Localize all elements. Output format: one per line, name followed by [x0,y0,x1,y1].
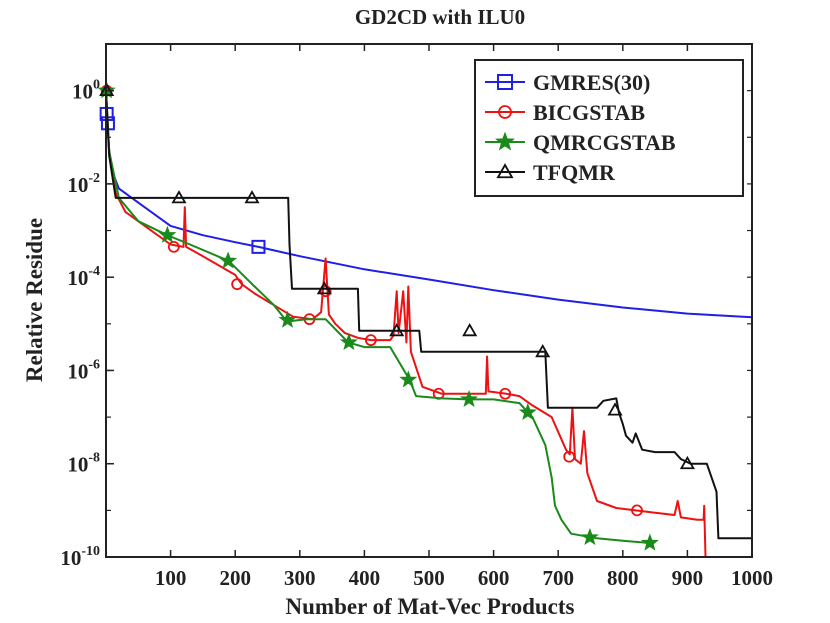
legend-label: BICGSTAB [533,100,645,125]
legend-item: BICGSTAB [485,100,645,125]
y-tick-label: 10-8 [67,451,100,477]
data-point-marker [339,333,358,351]
data-point-marker [364,334,377,347]
data-point-marker [167,240,180,253]
series-qmrcgstab [97,81,659,551]
y-tick-base: 10 [67,453,88,477]
x-tick-label: 400 [349,566,381,590]
legend-swatch-marker [498,105,512,119]
legend-label: QMRCGSTAB [533,130,676,155]
y-tick-base: 10 [67,266,88,290]
y-tick-exponent: -10 [81,544,100,559]
x-tick-label: 600 [478,566,510,590]
y-tick-base: 10 [67,173,88,197]
data-point-marker [389,322,405,337]
data-point-marker [640,533,659,551]
data-point-marker [518,402,537,421]
x-tick-label: 900 [672,566,704,590]
y-tick-exponent: -6 [88,357,100,372]
series-tfqmr [99,82,752,540]
y-tick-label: 10-4 [67,264,100,290]
x-tick-label: 700 [542,566,574,590]
y-tick-exponent: -2 [88,171,100,186]
data-point-marker [316,281,332,295]
y-tick-base: 10 [67,359,88,383]
data-point-marker [499,387,512,400]
data-point-marker [219,251,238,269]
y-tick-exponent: 0 [93,78,100,93]
data-point-marker [244,190,260,204]
x-axis-label: Number of Mat-Vec Products [286,594,575,619]
x-tick-label: 500 [413,566,445,590]
x-tick-label: 200 [219,566,251,590]
data-point-marker [158,225,177,243]
legend-swatch-marker [495,131,515,151]
legend-item: GMRES(30) [485,70,650,95]
x-tick-label: 300 [284,566,316,590]
x-tick-label: 100 [155,566,187,590]
y-tick-label: 10-6 [67,357,100,383]
data-point-marker [251,239,266,254]
axes: 100 200 300 400 500 600 700 800 900 100010010-210… [60,43,773,590]
data-point-marker [278,310,297,328]
series-line [105,90,752,540]
y-tick-base: 10 [60,546,81,570]
data-point-marker [607,402,623,416]
legend-swatch-marker [496,163,514,179]
series-layer [97,81,753,558]
x-tick-label: 800 [607,566,639,590]
y-tick-label: 10-10 [60,544,100,570]
legend-label: TFQMR [533,160,616,185]
legend-label: GMRES(30) [533,70,650,95]
data-point-marker [679,455,695,470]
data-point-marker [535,343,551,358]
y-tick-label: 10-2 [67,171,100,197]
data-point-marker [462,322,478,337]
series-line [105,90,650,544]
x-tick-label: 1000 [731,566,773,590]
data-point-marker [231,278,244,291]
y-axis-label: Relative Residue [22,218,47,382]
data-point-marker [580,527,599,546]
y-tick-base: 10 [72,80,93,104]
legend-item: QMRCGSTAB [485,130,676,155]
legend-swatch-marker [497,74,513,90]
data-point-marker [399,370,418,388]
legend-item: TFQMR [485,160,616,185]
legend: GMRES(30) BICGSTAB QMRCGSTAB TFQMR [474,59,744,197]
data-point-marker [460,389,479,407]
y-tick-label: 100 [72,78,100,104]
y-tick-exponent: -4 [88,264,100,279]
data-point-marker [631,504,643,517]
data-point-marker [171,190,187,204]
y-tick-exponent: -8 [88,451,100,466]
chart-title: GD2CD with ILU0 [355,5,525,29]
series-line [105,90,707,558]
data-point-marker [563,450,576,463]
